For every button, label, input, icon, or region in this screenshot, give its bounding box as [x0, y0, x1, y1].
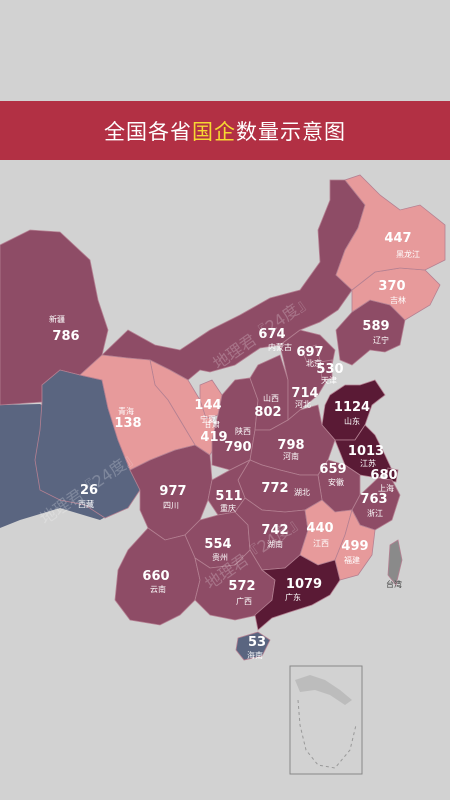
province-name-hunan: 湖南 [267, 539, 283, 549]
province-name-heilongjiang: 黑龙江 [396, 249, 420, 259]
province-yunnan [114, 527, 201, 626]
province-name-jiangxi: 江西 [313, 539, 329, 548]
province-name-ningxia: 宁夏 [200, 414, 216, 424]
province-hebei [279, 329, 336, 421]
province-value-henan: 798 [277, 438, 304, 453]
province-name-xinjiang: 新疆 [49, 314, 65, 324]
province-name-neimenggu: 内蒙古 [268, 342, 292, 352]
province-value-xinjiang: 786 [52, 329, 79, 344]
province-value-beijing: 697 [296, 345, 323, 360]
province-name-taiwan: 台湾 [386, 579, 402, 589]
province-value-xizang: 26 [80, 483, 98, 498]
title-post: 数量示意图 [236, 119, 346, 144]
province-tianjin [319, 359, 333, 381]
province-name-guangxi: 广西 [236, 596, 252, 606]
province-heilongjiang [335, 174, 446, 291]
province-value-shaanxi: 790 [224, 440, 251, 455]
province-shandong [321, 379, 386, 441]
province-value-anhui: 659 [319, 462, 346, 477]
province-name-shanxi: 山西 [263, 393, 279, 403]
province-name-gansu: 甘肃 [204, 419, 220, 429]
province-name-jiangsu: 江苏 [360, 458, 376, 468]
province-name-hubei: 湖北 [294, 488, 310, 497]
province-value-qinghai: 138 [114, 416, 141, 431]
province-fujian [334, 508, 376, 581]
province-name-jilin: 吉林 [390, 295, 406, 305]
province-value-shandong: 1124 [334, 400, 370, 415]
province-guangdong [254, 554, 341, 631]
province-name-beijing: 北京 [306, 358, 322, 368]
province-qinghai [79, 354, 196, 471]
province-value-hainan: 53 [248, 635, 266, 650]
province-value-guangdong: 1079 [286, 577, 322, 592]
province-name-shanghai: 上海 [378, 483, 394, 493]
province-name-hebei: 河北 [295, 399, 311, 409]
province-value-shanghai: 680 [370, 468, 397, 483]
province-name-zhejiang: 浙江 [367, 508, 383, 518]
province-name-qinghai: 青海 [118, 406, 134, 416]
province-value-gansu: 419 [200, 430, 227, 445]
province-shanghai [385, 467, 399, 483]
province-name-xizang: 西藏 [78, 499, 94, 509]
inset-dash-line [297, 699, 357, 769]
province-name-guizhou: 贵州 [212, 552, 228, 562]
province-value-hebei: 714 [291, 386, 318, 401]
province-value-jiangsu: 1013 [348, 444, 384, 459]
province-value-jilin: 370 [378, 279, 405, 294]
province-taiwan [387, 539, 403, 586]
province-name-anhui: 安徽 [328, 477, 344, 487]
province-value-zhejiang: 763 [360, 492, 387, 507]
province-beijing [301, 344, 321, 366]
province-name-henan: 河南 [283, 451, 299, 461]
title-highlight: 国企 [192, 119, 236, 144]
province-name-sichuan: 四川 [163, 501, 179, 510]
title-banner: 全国各省 国企 数量示意图 [0, 101, 450, 160]
province-value-guangxi: 572 [228, 579, 255, 594]
province-value-sichuan: 977 [159, 484, 186, 499]
province-name-fujian: 福建 [344, 555, 360, 565]
province-value-chongqing: 511 [215, 489, 242, 504]
province-value-guizhou: 554 [204, 537, 231, 552]
province-name-shaanxi: 陕西 [235, 426, 251, 436]
province-value-hunan: 742 [261, 523, 288, 538]
province-name-liaoning: 辽宁 [373, 335, 389, 345]
province-value-heilongjiang: 447 [384, 231, 411, 246]
province-name-tianjin: 天津 [321, 375, 337, 385]
province-value-hubei: 772 [261, 481, 288, 496]
province-value-liaoning: 589 [362, 319, 389, 334]
province-name-guangdong: 广东 [285, 592, 301, 602]
province-value-tianjin: 530 [316, 362, 343, 377]
province-name-hainan: 海南 [247, 650, 263, 660]
province-name-chongqing: 重庆 [220, 503, 236, 513]
province-name-yunnan: 云南 [150, 584, 166, 594]
province-value-yunnan: 660 [142, 569, 169, 584]
province-value-fujian: 499 [341, 539, 368, 554]
province-hainan [235, 631, 271, 661]
province-value-neimenggu: 674 [258, 327, 285, 342]
province-value-ningxia: 144 [194, 398, 221, 413]
title-pre: 全国各省 [104, 119, 192, 144]
inset-coast [295, 675, 352, 705]
province-value-jiangxi: 440 [306, 521, 333, 536]
south-sea-inset [289, 665, 363, 775]
province-value-shanxi: 802 [254, 405, 281, 420]
province-name-shandong: 山东 [344, 416, 360, 426]
